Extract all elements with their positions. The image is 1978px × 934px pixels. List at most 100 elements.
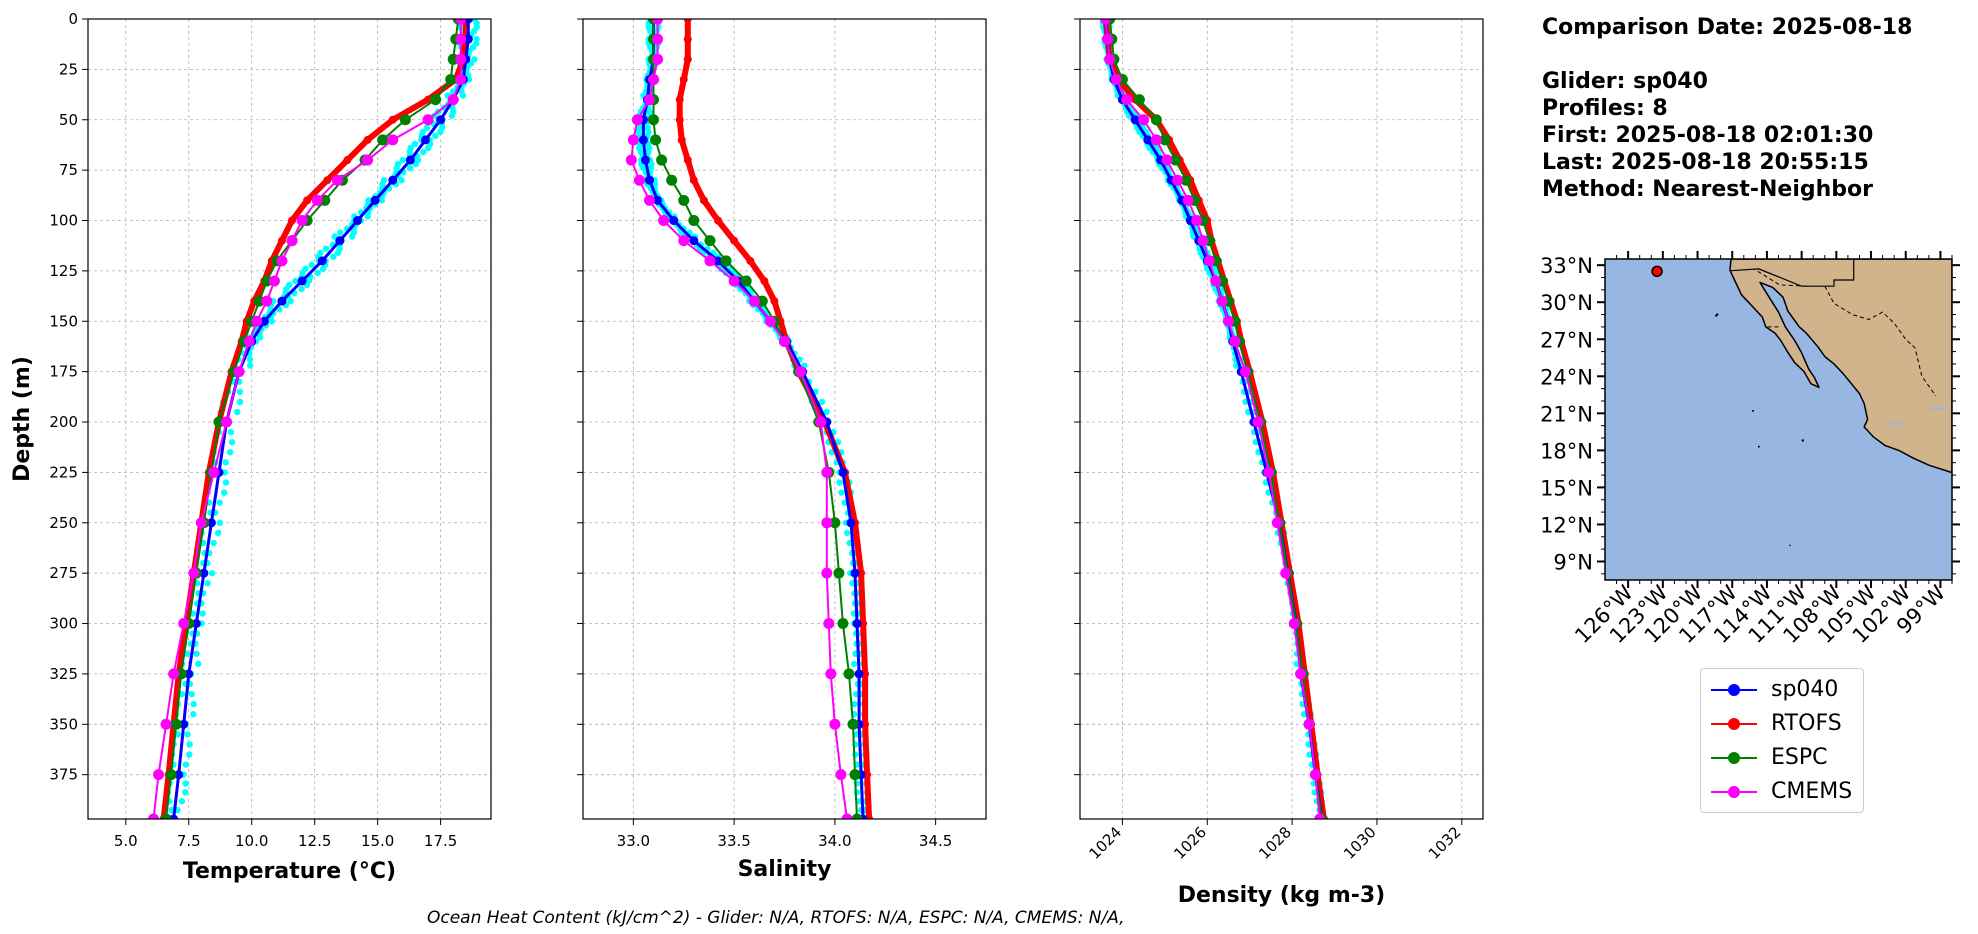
salinity-panel: 33.0 33.5 34.0 34.5 Salinity [577, 18, 987, 882]
data-point-cmems [779, 335, 790, 347]
lat-tick-label: 18°N [1540, 439, 1593, 463]
data-point-espc [648, 114, 660, 126]
data-point-cmems [178, 618, 190, 630]
raw-point [449, 88, 457, 95]
y-tick-label: 375 [49, 766, 78, 784]
raw-point [195, 660, 202, 668]
raw-point [220, 489, 228, 496]
data-point-sp040 [191, 619, 201, 629]
raw-point [256, 334, 264, 341]
raw-point [459, 92, 467, 99]
legend-label: CMEMS [1771, 779, 1853, 804]
data-point-cmems [286, 235, 298, 247]
raw-point [186, 741, 193, 748]
data-point-cmems [631, 114, 643, 126]
data-point-sp040 [277, 296, 287, 306]
glider-location-marker [1651, 265, 1663, 278]
island [1789, 544, 1791, 547]
series-group [147, 19, 481, 819]
data-point-espc [666, 174, 678, 186]
legend-marker-icon [1728, 718, 1740, 730]
data-point-cmems [455, 53, 467, 65]
data-point-espc [447, 53, 459, 65]
raw-point [228, 438, 236, 446]
data-point-espc [165, 769, 177, 781]
glider-raw-scatter [164, 19, 481, 814]
x-tick-label: 34.0 [818, 832, 851, 850]
series-line-espc [1108, 19, 1323, 819]
data-point-espc [377, 134, 389, 146]
data-point-cmems [633, 174, 645, 186]
data-point-rtofs [730, 236, 739, 245]
data-point-sp040 [317, 256, 327, 266]
raw-point [425, 144, 432, 152]
data-point-sp040 [689, 236, 699, 246]
raw-point [823, 408, 830, 416]
data-point-espc [704, 235, 716, 247]
raw-point [298, 285, 305, 293]
raw-point [216, 499, 223, 506]
data-point-cmems [795, 366, 807, 378]
data-point-rtofs [677, 135, 686, 144]
data-point-sp040 [199, 568, 209, 578]
raw-point [268, 318, 276, 325]
x-tick-label: 5.0 [114, 832, 138, 850]
raw-point [190, 711, 197, 718]
data-point-sp040 [174, 770, 184, 780]
data-point-cmems [1182, 194, 1194, 206]
raw-point [236, 398, 244, 406]
y-tick-label: 50 [59, 111, 78, 129]
data-point-rtofs [424, 95, 433, 104]
data-point-espc [837, 618, 849, 630]
lat-tick-label: 33°N [1540, 254, 1593, 278]
series-line-rtofs [1102, 19, 1327, 819]
state-border [1824, 285, 1937, 397]
data-point-espc [261, 275, 273, 287]
y-tick-label: 100 [49, 212, 78, 230]
data-point-cmems [1191, 215, 1203, 227]
legend-label: sp040 [1771, 677, 1839, 702]
data-point-espc [399, 114, 411, 126]
first-time: First: 2025-08-18 02:01:30 [1542, 123, 1874, 148]
data-point-espc [319, 194, 331, 206]
raw-point [186, 751, 193, 758]
profile-count: Profiles: 8 [1542, 96, 1668, 121]
data-point-cmems [1138, 114, 1150, 126]
y-tick-label: 75 [59, 161, 78, 179]
legend-marker-icon [1728, 786, 1740, 798]
raw-point [406, 164, 414, 172]
series-line-espc [165, 19, 460, 819]
raw-point [222, 459, 229, 466]
raw-point [182, 761, 190, 768]
data-point-rtofs [675, 95, 684, 104]
raw-point [437, 128, 444, 136]
raw-point [208, 569, 216, 577]
raw-point [432, 132, 439, 140]
data-point-espc [847, 718, 859, 730]
data-point-cmems [1239, 366, 1251, 378]
raw-point [843, 529, 851, 537]
legend-item-cmems: CMEMS [1701, 775, 1861, 809]
raw-point [236, 388, 244, 395]
x-tick-label: 12.5 [298, 832, 331, 850]
y-axis-label: Depth (m) [10, 356, 35, 482]
data-point-rtofs [277, 236, 286, 245]
data-point-cmems [1263, 466, 1275, 478]
data-point-sp040 [713, 256, 723, 266]
data-point-cmems [160, 718, 172, 730]
y-tick-label: 25 [59, 60, 78, 78]
raw-point [204, 580, 211, 587]
data-point-cmems [652, 53, 664, 65]
data-point-espc [833, 567, 845, 579]
x-tick-label: 17.5 [424, 832, 457, 850]
raw-point [398, 177, 405, 184]
data-point-cmems [188, 567, 200, 579]
data-point-rtofs [303, 196, 312, 205]
raw-point [348, 233, 356, 240]
x-tick-label: 33.0 [617, 832, 650, 850]
data-point-espc [1150, 114, 1162, 126]
data-point-rtofs [343, 156, 352, 165]
data-point-cmems [268, 275, 280, 287]
data-point-cmems [1110, 73, 1122, 85]
